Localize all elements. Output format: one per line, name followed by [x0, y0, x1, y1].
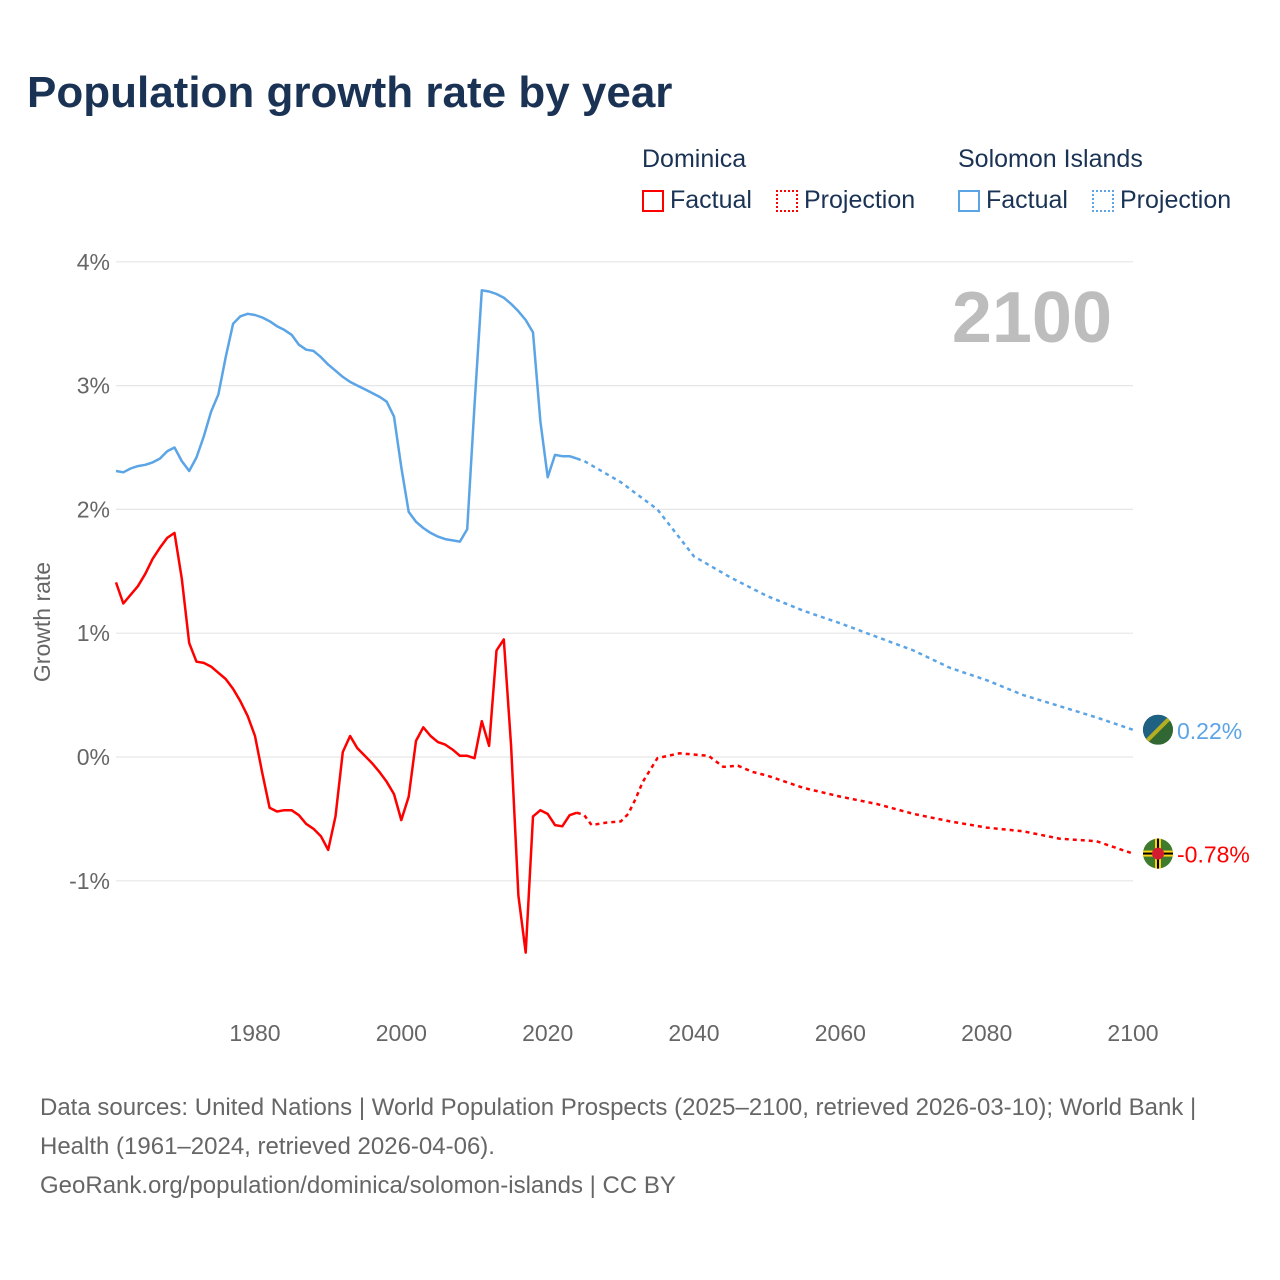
y-tick-label: 0%: [77, 744, 110, 770]
legend-swatch-dotted: [776, 189, 798, 212]
legend-swatch-dotted: [1092, 189, 1114, 212]
y-tick-label: 2%: [77, 496, 110, 522]
legend-dominica-factual[interactable]: Factual: [642, 186, 752, 215]
footer-link[interactable]: GeoRank.org/population/dominica/solomon-…: [40, 1172, 676, 1199]
series-line-factual: [115, 289, 578, 543]
footer: Data sources: United Nations | World Pop…: [40, 1088, 1240, 1205]
y-tick-label: 1%: [77, 620, 110, 646]
chart-title: Population growth rate by year: [27, 68, 673, 117]
legend-label: Projection: [804, 186, 916, 214]
legend-label: Projection: [1120, 186, 1232, 214]
flag-stripe: [1143, 714, 1173, 745]
legend-swatch-solid: [642, 189, 664, 212]
series-line-projection: [576, 457, 1134, 731]
legend-dominica-projection[interactable]: Projection: [776, 186, 915, 215]
y-tick-label: 3%: [77, 373, 110, 399]
end-label-solomon: 0.22%: [1177, 718, 1242, 744]
legend-group-dominica: Dominica: [642, 145, 747, 173]
series-line-factual: [114, 531, 578, 954]
dominica-flag-icon: [1143, 838, 1173, 869]
x-tick-label: 2000: [376, 1020, 427, 1046]
flag-body: [1143, 714, 1173, 745]
y-axis-label: Growth rate: [29, 562, 55, 682]
legend-label: Factual: [670, 186, 752, 214]
x-tick-label: 2100: [1107, 1020, 1158, 1046]
legend-group-solomon: Solomon Islands: [958, 145, 1143, 173]
legend-swatch-solid: [958, 189, 980, 212]
legend-solomon-factual[interactable]: Factual: [958, 186, 1068, 215]
end-label-dominica: -0.78%: [1177, 842, 1250, 868]
solomon-islands-flag-icon: [1143, 714, 1173, 745]
footer-sources: Data sources: United Nations | World Pop…: [40, 1094, 1197, 1160]
y-tick-label: 4%: [77, 249, 110, 275]
flag-tint: [1143, 714, 1173, 745]
series-line-projection: [576, 752, 1134, 855]
x-tick-label: 2040: [668, 1020, 719, 1046]
x-tick-label: 2020: [522, 1020, 573, 1046]
flag-disc: [1152, 847, 1164, 860]
y-tick-label: -1%: [69, 868, 110, 894]
x-tick-label: 1980: [229, 1020, 280, 1046]
x-tick-label: 2080: [961, 1020, 1012, 1046]
x-tick-label: 2060: [815, 1020, 866, 1046]
legend-solomon-projection[interactable]: Projection: [1092, 186, 1231, 215]
legend-label: Factual: [986, 186, 1068, 214]
year-label: 2100: [952, 278, 1112, 358]
plot-area: 4% 3% 2% 1% 0% -1% 1980 2000 2020 2040 2060 2080 210…: [29, 249, 1250, 1046]
